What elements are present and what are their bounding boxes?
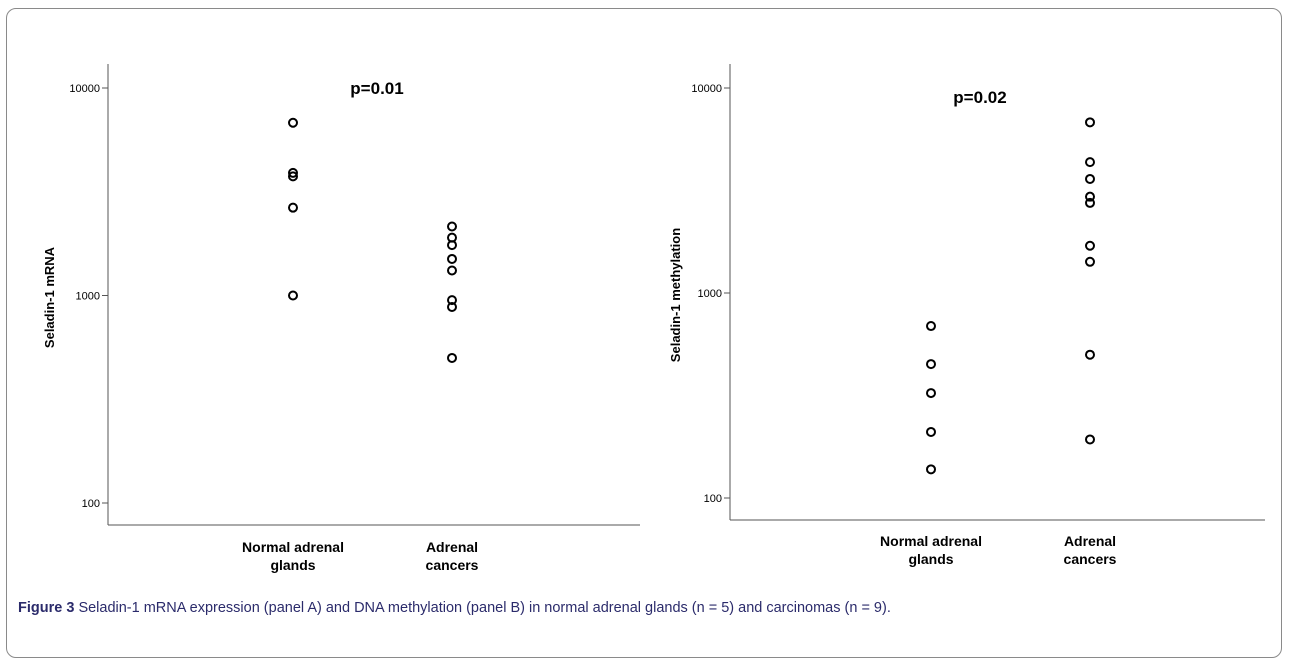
data-point [288,167,298,178]
y-tick-label: 1000 [76,291,100,303]
p-value-annotation: p=0.02 [953,88,1006,107]
data-point [1085,157,1095,168]
data-point [447,221,457,232]
data-point [288,202,298,213]
data-point [926,321,936,332]
data-point [447,265,457,276]
data-point [288,290,298,301]
data-point [447,302,457,313]
x-category-label: cancers [426,557,479,573]
x-category-label: Adrenal [426,539,478,555]
data-point [926,388,936,399]
x-category-label: Normal adrenal [880,533,982,549]
x-category-label: glands [270,557,315,573]
y-tick-label: 10000 [691,83,722,95]
data-point [447,295,457,306]
data-point [1085,117,1095,128]
y-tick-label: 100 [82,498,100,510]
x-category-label: glands [908,551,953,567]
p-value-annotation: p=0.01 [350,79,403,98]
data-point [447,352,457,363]
data-point [1085,434,1095,445]
data-point [288,171,298,182]
data-point [926,359,936,370]
data-point [1085,173,1095,184]
x-category-label: Normal adrenal [242,539,344,555]
data-point [1085,197,1095,208]
x-category-label: Adrenal [1064,533,1116,549]
caption-text: Seladin-1 mRNA expression (panel A) and … [78,600,891,616]
data-point [926,426,936,437]
y-tick-label: 100 [704,493,722,505]
figure-frame [6,8,1282,658]
data-point [1085,240,1095,251]
caption-label: Figure 3 [18,600,75,616]
data-point [288,117,298,128]
figure-charts: 100 1000 10000 Seladin-1 mRNA p=0.01 Normal a… [42,64,1265,573]
x-category-label: cancers [1064,551,1117,567]
panel-a-chart: 100 1000 10000 Seladin-1 mRNA p=0.01 Normal a… [42,64,640,573]
data-point [1085,349,1095,360]
data-point [447,240,457,251]
data-point [926,464,936,475]
data-point [1085,256,1095,267]
y-tick-label: 1000 [698,288,722,300]
data-point [447,253,457,264]
y-axis-title: Seladin-1 methylation [668,228,683,362]
y-axis-title: Seladin-1 mRNA [42,246,57,348]
data-point [1085,191,1095,202]
figure-caption: Figure 3 Seladin-1 mRNA expression (pane… [18,600,891,616]
panel-b-chart: 100 1000 10000 Seladin-1 methylation p=0.02 N… [668,64,1265,567]
y-tick-label: 10000 [69,83,100,95]
